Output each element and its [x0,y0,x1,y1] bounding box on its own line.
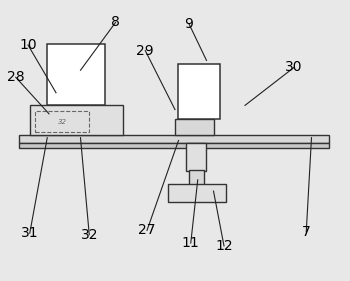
Text: 27: 27 [138,223,156,237]
Text: 10: 10 [19,38,37,52]
Text: 32: 32 [58,119,67,125]
Text: 32: 32 [80,228,98,242]
Text: 9: 9 [184,17,194,31]
Bar [175,119,214,135]
Bar [19,143,329,148]
Bar [47,44,105,105]
Text: 30: 30 [285,60,303,74]
Text: 7: 7 [302,225,311,239]
Text: 12: 12 [215,239,233,253]
Text: 11: 11 [182,236,199,250]
Bar [19,135,329,143]
Bar [168,184,226,202]
Bar [178,64,220,119]
Text: 31: 31 [21,226,38,240]
Bar [189,170,204,185]
Text: 28: 28 [7,70,24,84]
Bar [35,111,89,132]
Text: 8: 8 [111,15,120,30]
Bar [30,105,122,135]
Text: 29: 29 [136,44,154,58]
Bar [186,143,206,171]
